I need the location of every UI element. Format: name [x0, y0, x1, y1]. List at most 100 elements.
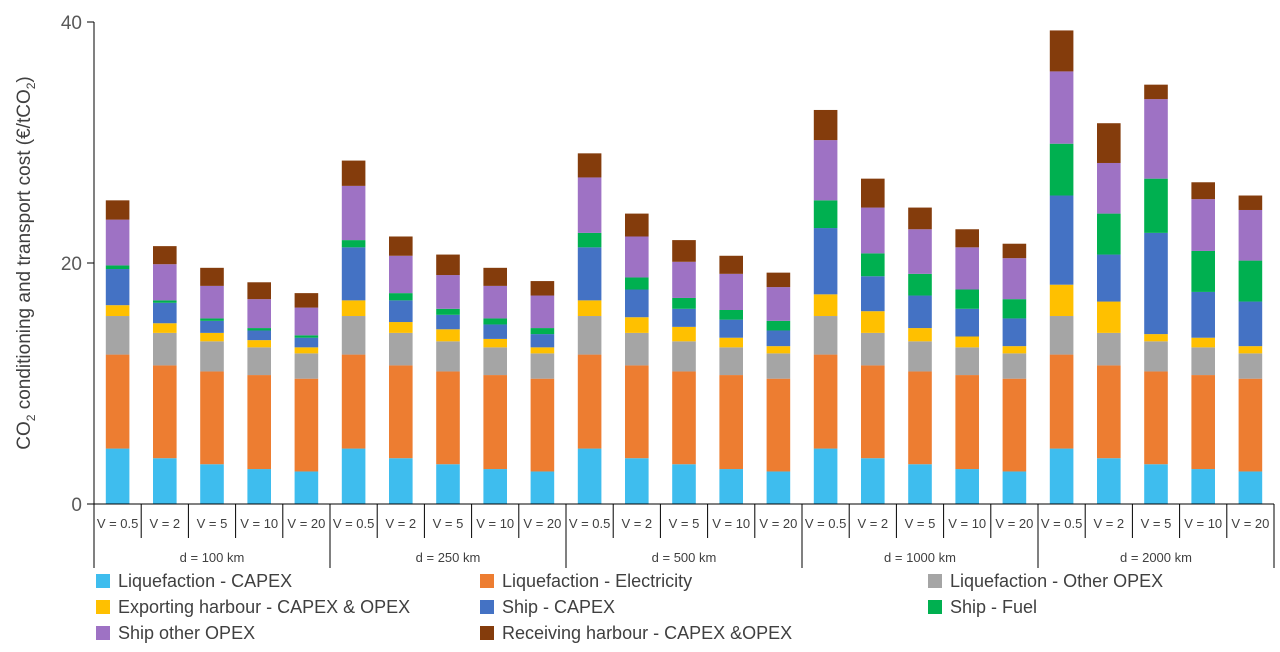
- bar-segment-liquefaction-capex: [955, 469, 979, 504]
- bar-segment-ship-capex: [955, 308, 979, 337]
- bar-segment-ship-other-opex: [1002, 258, 1027, 300]
- bar-segment-receiving-harbour-capex-opex: [530, 281, 555, 296]
- bar-segment-exporting-harbour-capex-opex: [1097, 301, 1121, 333]
- bar-segment-ship-fuel: [955, 289, 979, 309]
- bar-segment-exporting-harbour-capex-opex: [247, 340, 271, 348]
- bar-segment-liquefaction-capex: [577, 448, 602, 504]
- bar-segment-receiving-harbour-capex-opex: [1002, 243, 1027, 259]
- legend-swatch: [928, 600, 942, 614]
- bar-segment-liquefaction-electricity: [1097, 365, 1121, 459]
- x-category-label: V = 0.5: [805, 516, 847, 531]
- bar-segment-liquefaction-other-opex: [719, 347, 743, 376]
- bar-segment-receiving-harbour-capex-opex: [153, 246, 177, 265]
- bar-segment-ship-fuel: [389, 293, 413, 301]
- bar-segment-ship-capex: [1144, 232, 1168, 335]
- bar-segment-receiving-harbour-capex-opex: [483, 267, 507, 286]
- bar-segment-liquefaction-capex: [1238, 471, 1263, 504]
- bar-segment-exporting-harbour-capex-opex: [483, 338, 507, 348]
- bar-segment-ship-fuel: [861, 253, 885, 277]
- bar-segment-ship-fuel: [672, 297, 696, 309]
- bar-segment-ship-other-opex: [436, 275, 460, 309]
- bar-segment-liquefaction-electricity: [672, 371, 696, 465]
- bar-segment-liquefaction-other-opex: [200, 341, 224, 372]
- bar-segment-liquefaction-electricity: [483, 375, 507, 470]
- bar-segment-liquefaction-capex: [483, 469, 507, 504]
- bar-segment-liquefaction-electricity: [1238, 378, 1263, 472]
- legend-label: Exporting harbour - CAPEX & OPEX: [118, 596, 411, 617]
- bar-segment-ship-fuel: [1049, 143, 1074, 196]
- bar-segment-liquefaction-electricity: [766, 378, 791, 472]
- bar-segment-liquefaction-electricity: [153, 365, 177, 459]
- x-category-label: V = 2: [621, 516, 652, 531]
- x-category-label: V = 0.5: [333, 516, 375, 531]
- legend-label: Ship other OPEX: [118, 622, 256, 643]
- bar-segment-liquefaction-other-opex: [766, 353, 791, 379]
- bar-segment-liquefaction-electricity: [577, 354, 602, 449]
- bar-segment-liquefaction-electricity: [294, 378, 319, 472]
- bar-segment-ship-fuel: [1097, 213, 1121, 255]
- bar-segment-liquefaction-capex: [861, 458, 885, 504]
- bar-segment-exporting-harbour-capex-opex: [766, 346, 791, 354]
- bar-segment-ship-fuel: [530, 328, 555, 335]
- legend-swatch: [96, 574, 110, 588]
- bar-segment-liquefaction-electricity: [908, 371, 932, 465]
- bar-segment-ship-fuel: [436, 308, 460, 315]
- bar-segment-liquefaction-electricity: [530, 378, 555, 472]
- bar-segment-ship-capex: [1097, 254, 1121, 302]
- bar-segment-receiving-harbour-capex-opex: [1144, 84, 1168, 100]
- x-group-label: d = 100 km: [180, 550, 245, 565]
- bar-segment-liquefaction-electricity: [1002, 378, 1027, 472]
- bar-segment-liquefaction-electricity: [813, 354, 838, 449]
- bar-segment-exporting-harbour-capex-opex: [672, 326, 696, 342]
- x-category-label: V = 10: [712, 516, 750, 531]
- bar-segment-exporting-harbour-capex-opex: [341, 300, 366, 317]
- bar-segment-ship-other-opex: [1144, 99, 1168, 179]
- bar-segment-ship-fuel: [200, 318, 224, 321]
- bar-segment-liquefaction-other-opex: [1144, 341, 1168, 372]
- bar-segment-ship-capex: [389, 300, 413, 323]
- x-group-label: d = 2000 km: [1120, 550, 1192, 565]
- bar-segment-ship-other-opex: [1097, 162, 1121, 214]
- bar-segment-liquefaction-other-opex: [436, 341, 460, 372]
- x-category-label: V = 20: [1231, 516, 1269, 531]
- bar-segment-liquefaction-electricity: [341, 354, 366, 449]
- bar-segment-exporting-harbour-capex-opex: [577, 300, 602, 317]
- x-category-label: V = 10: [948, 516, 986, 531]
- bar-segment-receiving-harbour-capex-opex: [247, 282, 271, 300]
- bar-segment-receiving-harbour-capex-opex: [813, 109, 838, 141]
- legend-item: Liquefaction - Electricity: [480, 568, 692, 594]
- bar-segment-liquefaction-electricity: [1049, 354, 1074, 449]
- bar-segment-exporting-harbour-capex-opex: [625, 317, 649, 333]
- bar-segment-receiving-harbour-capex-opex: [908, 207, 932, 230]
- bar-segment-exporting-harbour-capex-opex: [530, 347, 555, 354]
- bar-segment-liquefaction-other-opex: [1238, 353, 1263, 379]
- bar-segment-ship-capex: [247, 330, 271, 341]
- bar-segment-receiving-harbour-capex-opex: [294, 293, 319, 308]
- bar-segment-liquefaction-other-opex: [105, 316, 130, 355]
- bar-segment-ship-fuel: [483, 318, 507, 325]
- bar-segment-ship-capex: [341, 247, 366, 301]
- legend-item: Ship - Fuel: [928, 594, 1037, 620]
- y-tick-label: 0: [71, 495, 82, 516]
- bar-segment-liquefaction-other-opex: [530, 353, 555, 379]
- legend-swatch: [96, 600, 110, 614]
- bar-segment-liquefaction-electricity: [389, 365, 413, 459]
- bar-segment-ship-capex: [483, 324, 507, 339]
- bar-segment-liquefaction-other-opex: [1191, 347, 1215, 376]
- bar-segment-ship-fuel: [813, 200, 838, 229]
- bar-segment-liquefaction-electricity: [436, 371, 460, 465]
- x-category-label: V = 10: [476, 516, 514, 531]
- legend-label: Liquefaction - Other OPEX: [950, 570, 1164, 591]
- bar-segment-ship-other-opex: [908, 229, 932, 274]
- legend-item: Ship other OPEX: [96, 620, 255, 646]
- x-group-label: d = 250 km: [416, 550, 481, 565]
- x-category-label: V = 10: [1184, 516, 1222, 531]
- bar-segment-ship-capex: [766, 330, 791, 347]
- bar-segment-ship-other-opex: [341, 185, 366, 241]
- x-category-label: V = 2: [1093, 516, 1124, 531]
- x-category-label: V = 5: [669, 516, 700, 531]
- bar-segment-liquefaction-other-opex: [625, 332, 649, 366]
- x-category-label: V = 2: [857, 516, 888, 531]
- bar-segment-ship-other-opex: [105, 219, 130, 266]
- bar-segment-liquefaction-capex: [153, 458, 177, 504]
